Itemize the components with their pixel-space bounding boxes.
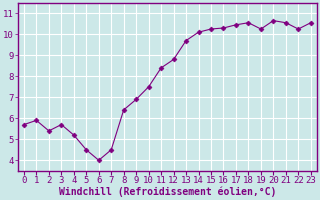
X-axis label: Windchill (Refroidissement éolien,°C): Windchill (Refroidissement éolien,°C): [59, 187, 276, 197]
